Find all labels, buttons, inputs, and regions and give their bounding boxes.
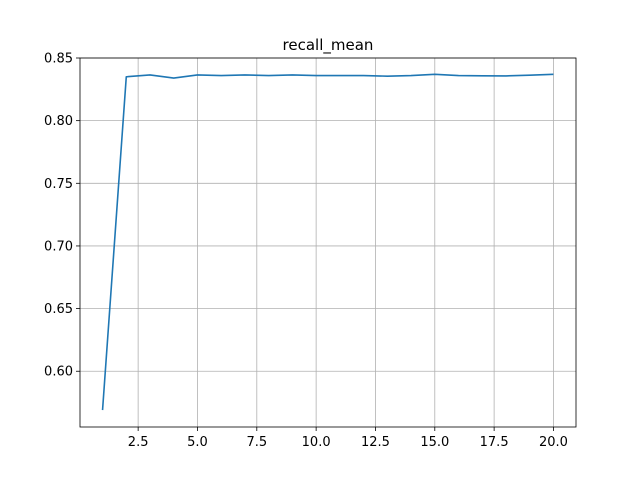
y-axis: 0.60 0.65 0.70 0.75 0.80 0.85 bbox=[44, 52, 80, 380]
x-tick-label: 2.5 bbox=[128, 435, 149, 450]
x-tick-label: 15.0 bbox=[420, 435, 449, 450]
x-tick-label: 20.0 bbox=[539, 435, 568, 450]
series-line-0 bbox=[101, 73, 554, 411]
x-tick-label: 5.0 bbox=[187, 435, 208, 450]
series-group bbox=[101, 73, 554, 411]
y-tick-label: 0.60 bbox=[44, 365, 73, 380]
y-tick-label: 0.75 bbox=[44, 177, 73, 192]
y-tick-label: 0.65 bbox=[44, 302, 73, 317]
y-tick-label: 0.85 bbox=[44, 52, 73, 67]
grid bbox=[80, 57, 576, 427]
x-axis: 2.5 5.0 7.5 10.0 12.5 15.0 17.5 20.0 bbox=[128, 427, 568, 450]
plot-frame bbox=[79, 57, 577, 428]
chart-title: recall_mean bbox=[283, 36, 374, 55]
x-tick-label: 7.5 bbox=[246, 435, 267, 450]
y-tick-label: 0.80 bbox=[44, 114, 73, 129]
x-tick-label: 17.5 bbox=[480, 435, 509, 450]
x-tick-label: 12.5 bbox=[361, 435, 390, 450]
y-tick-label: 0.70 bbox=[44, 239, 73, 254]
x-tick-label: 10.0 bbox=[302, 435, 331, 450]
